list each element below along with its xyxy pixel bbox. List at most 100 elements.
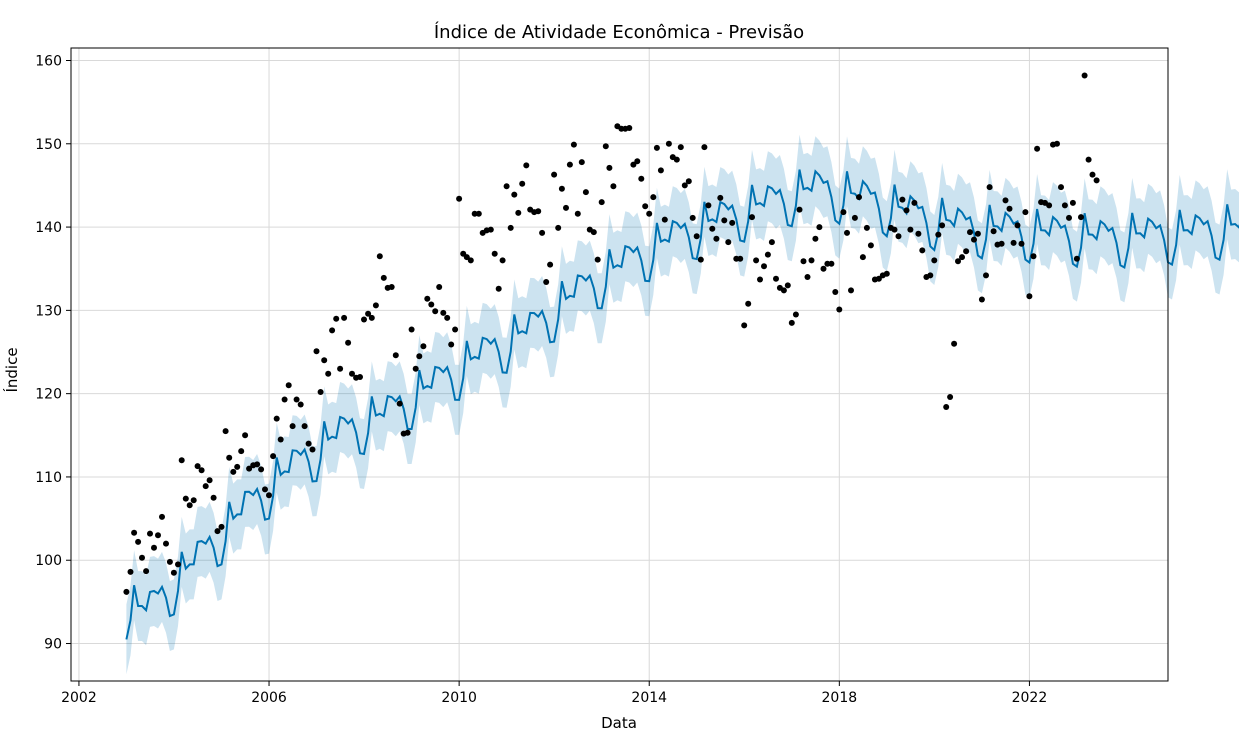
observed-point (602, 143, 609, 150)
observed-point (677, 144, 684, 151)
observed-point (1022, 209, 1029, 216)
observed-point (816, 224, 823, 231)
observed-point (475, 210, 482, 217)
observed-point (519, 180, 526, 187)
observed-point (1054, 140, 1060, 147)
observed-point (891, 226, 898, 233)
observed-point (570, 141, 577, 148)
observed-point (558, 185, 565, 192)
observed-point (951, 340, 958, 347)
observed-point (768, 239, 775, 246)
observed-point (432, 308, 439, 315)
observed-point (1093, 177, 1100, 184)
observed-point (563, 204, 569, 211)
observed-point (467, 257, 474, 264)
observed-point (1061, 202, 1068, 209)
observed-point (1018, 240, 1025, 247)
observed-point (661, 216, 668, 223)
observed-point (159, 513, 165, 520)
observed-point (436, 284, 443, 290)
observed-point (317, 389, 324, 395)
x-tick-label: 2018 (822, 690, 858, 706)
uncertainty-band-layer (126, 134, 1239, 675)
observed-point (594, 256, 601, 263)
observed-point (971, 236, 977, 243)
observed-point (705, 202, 712, 209)
observed-point (590, 229, 597, 236)
observed-point (234, 463, 241, 470)
observed-point (844, 229, 850, 236)
observed-point (741, 322, 748, 329)
observed-point (182, 495, 189, 502)
observed-point (313, 348, 320, 355)
observed-point (376, 253, 383, 260)
observed-point (990, 228, 997, 235)
observed-point (372, 302, 379, 309)
observed-point (543, 279, 550, 285)
observed-point (848, 287, 854, 294)
observed-point (206, 477, 213, 484)
observed-point (626, 125, 633, 131)
observed-point (665, 140, 672, 147)
observed-point (444, 314, 451, 321)
grid-lines (71, 48, 1168, 681)
observed-point (190, 497, 197, 504)
x-tick-label: 2014 (631, 690, 667, 706)
observed-point (170, 569, 177, 576)
observed-point (412, 365, 419, 372)
observed-point (986, 184, 993, 191)
observed-point (919, 247, 926, 254)
observed-point (166, 558, 173, 565)
observed-point (800, 258, 807, 265)
observed-point (899, 196, 906, 203)
observed-point (725, 239, 732, 246)
observed-point (578, 159, 585, 166)
observed-point (1030, 253, 1037, 260)
observed-point (143, 568, 150, 575)
observed-point (408, 326, 415, 333)
observed-point (178, 457, 185, 464)
observed-point (903, 207, 910, 214)
observed-point (345, 339, 352, 346)
observed-point (1069, 199, 1076, 206)
observed-point (851, 214, 858, 221)
observed-point (218, 523, 225, 530)
x-tick-label: 2010 (441, 690, 477, 706)
observed-point (151, 544, 157, 551)
observed-point (238, 448, 245, 455)
observed-point (175, 561, 181, 568)
observed-point (983, 272, 989, 279)
observed-point (555, 224, 562, 231)
observed-point (796, 206, 803, 213)
observed-point (959, 254, 965, 261)
observed-point (499, 257, 506, 264)
observed-point (804, 274, 811, 280)
observed-point (202, 483, 209, 490)
observed-point (883, 270, 890, 277)
x-tick-label: 2022 (1012, 690, 1048, 706)
observed-point (931, 257, 938, 264)
observed-point (967, 229, 973, 236)
observed-point (574, 210, 581, 217)
observed-point (155, 532, 161, 539)
observed-point (1058, 184, 1064, 191)
observed-point (717, 194, 724, 201)
observed-point (1073, 255, 1080, 262)
observed-point (131, 529, 138, 536)
observed-point (963, 248, 970, 255)
observed-point (713, 235, 720, 242)
observed-point (123, 588, 130, 595)
y-axis-ticks: 90 100 110 120 130 140 150 160 (35, 53, 71, 653)
observed-point (773, 275, 779, 282)
observed-point (289, 423, 296, 430)
observed-point (456, 195, 463, 202)
observed-point (638, 175, 645, 182)
observed-point (404, 429, 411, 436)
observed-point (277, 436, 284, 443)
observed-point (685, 178, 692, 185)
chart-title: Índice de Atividade Econômica - Previsão (434, 21, 804, 43)
observed-point (729, 219, 736, 226)
x-axis-ticks: 2002 2006 2010 2014 2018 2022 (61, 681, 1047, 706)
